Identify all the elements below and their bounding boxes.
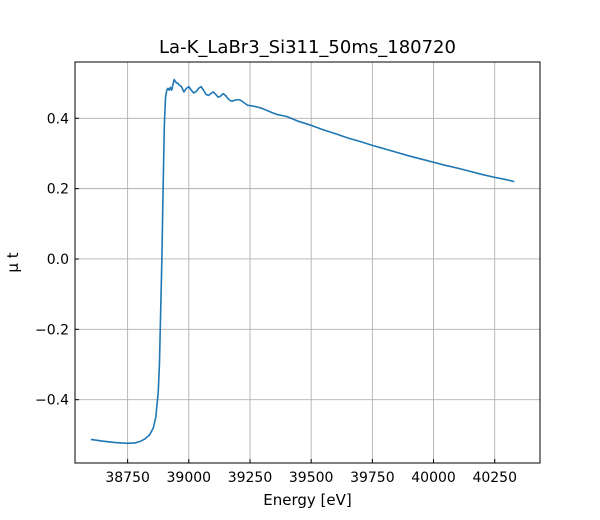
x-tick-label: 39250 xyxy=(228,470,273,486)
plot-frame xyxy=(74,61,541,464)
ticks: 38750 39000 39250 39500 39750 40000 40250 −0.4 −… xyxy=(35,111,517,486)
x-tick-label: 39000 xyxy=(167,470,212,486)
plot-area xyxy=(90,78,515,445)
x-tick-label: 39750 xyxy=(350,470,395,486)
chart-title: La-K_LaBr3_Si311_50ms_180720 xyxy=(159,37,456,58)
y-tick-label: 0.2 xyxy=(47,182,69,198)
x-axis-label: Energy [eV] xyxy=(263,491,351,509)
series-line xyxy=(90,78,515,445)
y-tick-label: −0.4 xyxy=(35,393,69,409)
y-tick-label: 0.0 xyxy=(47,252,69,268)
x-tick-label: 40250 xyxy=(472,470,517,486)
y-tick-label: 0.4 xyxy=(47,111,69,127)
x-tick-label: 40000 xyxy=(411,470,456,486)
x-tick-label: 39500 xyxy=(289,470,334,486)
y-axis-label: μ t xyxy=(4,252,22,272)
x-tick-label: 38750 xyxy=(105,470,150,486)
y-tick-label: −0.2 xyxy=(35,322,69,338)
grid xyxy=(75,62,540,463)
